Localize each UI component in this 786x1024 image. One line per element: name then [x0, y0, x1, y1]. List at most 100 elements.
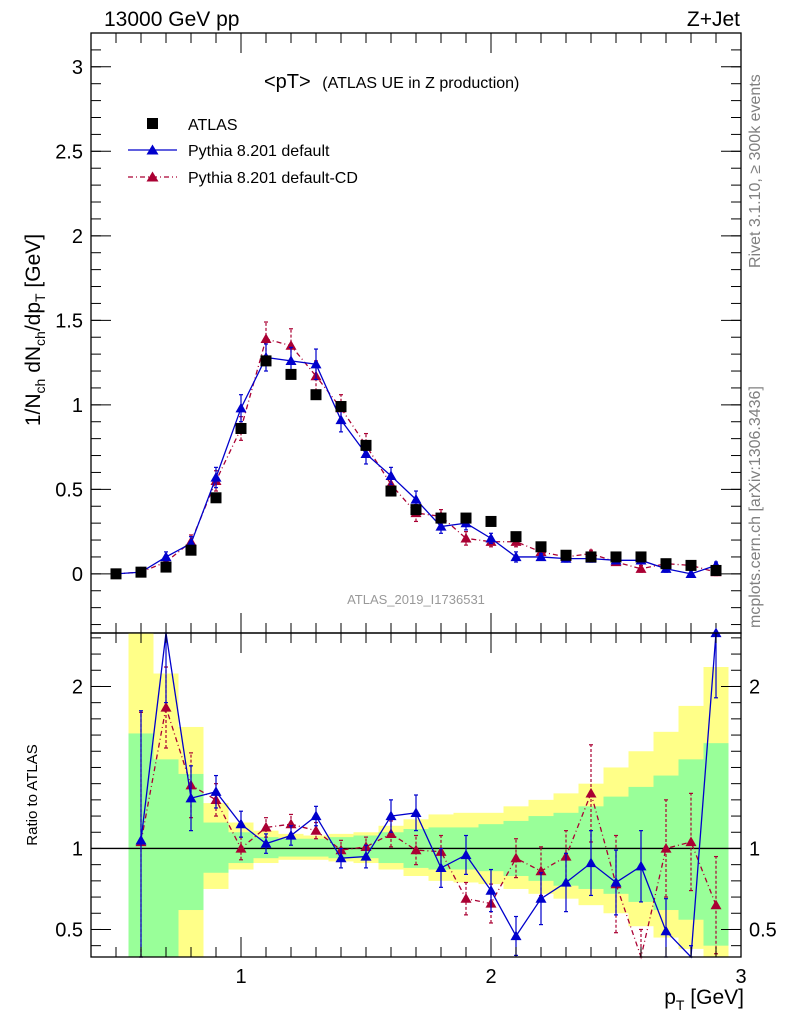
ratio-default-series-marker — [585, 857, 597, 868]
ratio-cd-series-marker — [460, 893, 472, 903]
default-series-marker — [435, 521, 447, 531]
atlas-marker — [635, 551, 647, 563]
atlas-marker — [310, 389, 322, 401]
atlas-marker — [660, 558, 672, 570]
x-axis-label: pT [GeV] — [664, 986, 744, 1013]
ratio-default-series-marker — [485, 885, 497, 895]
ratio-default-series-marker — [235, 818, 247, 829]
main-y-tick-label: 0.5 — [55, 479, 83, 501]
ratio-default-series-marker — [460, 849, 472, 860]
ratio-default-series-marker — [135, 834, 147, 845]
atlas-marker — [560, 549, 572, 561]
legend-marker-atlas — [147, 118, 158, 129]
ratio-default-series-marker — [660, 925, 672, 936]
atlas-marker — [510, 531, 522, 543]
ratio-default-series-marker — [360, 851, 372, 861]
legend-marker-default — [146, 144, 159, 155]
atlas-marker — [535, 541, 547, 553]
ratio-band-green — [703, 743, 729, 946]
default-series-marker — [485, 532, 497, 543]
main-y-axis-label: 1/Nch dNch/dpT [GeV] — [22, 234, 48, 426]
atlas-marker — [435, 512, 447, 524]
ratio-cd-series-marker — [160, 702, 172, 712]
cd-series-line — [115, 338, 717, 575]
default-series-line — [115, 356, 717, 575]
legend-label-cd: Pythia 8.201 default-CD — [188, 170, 358, 187]
ratio-cd-series-marker — [385, 828, 397, 839]
atlas-marker — [235, 422, 247, 434]
ratio-default-series-marker — [535, 893, 547, 903]
atlas-marker — [610, 551, 622, 563]
ratio-default-series-marker — [510, 930, 522, 941]
ratio-band-green — [153, 759, 179, 957]
cd-series-marker — [460, 532, 472, 543]
ratio-y-axis-label: Ratio to ATLAS — [24, 744, 41, 845]
ratio-cd-series-line — [140, 707, 717, 960]
legend-marker-cd — [146, 171, 159, 182]
ratio-y-tick-label: 2 — [72, 676, 83, 698]
atlas-marker — [185, 544, 197, 556]
ratio-default-series-marker — [385, 810, 397, 821]
default-series-marker — [360, 448, 372, 458]
ratio-y-tick-label-right: 0.5 — [749, 919, 777, 941]
header-left: 13000 GeV pp — [104, 8, 239, 31]
default-series-marker — [535, 551, 547, 562]
ratio-y-tick-label-right: 1 — [749, 838, 760, 860]
default-series-marker — [385, 470, 397, 480]
ratio-band-green — [203, 822, 229, 873]
legend-label-default: Pythia 8.201 default — [188, 143, 330, 160]
atlas-marker — [110, 568, 122, 580]
ratio-default-series-marker — [185, 792, 197, 803]
ratio-cd-series-marker — [585, 787, 597, 798]
ratio-default-series-marker — [335, 852, 347, 863]
side-label-top: Rivet 3.1.10, ≥ 300k events — [747, 74, 764, 268]
ratio-default-series-marker — [310, 810, 322, 821]
legend-label-atlas: ATLAS — [188, 117, 238, 134]
main-y-tick-label: 0 — [72, 564, 83, 586]
chart-title: <pT> (ATLAS UE in Z production) — [264, 71, 519, 93]
default-series-marker — [285, 355, 297, 366]
atlas-marker — [460, 512, 472, 524]
ratio-band-green — [478, 824, 504, 872]
ratio-cd-series-marker — [510, 852, 522, 863]
default-series-marker — [235, 402, 247, 413]
ratio-y-tick-label: 1 — [72, 838, 83, 860]
ratio-default-series-marker — [285, 830, 297, 840]
atlas-marker — [710, 564, 722, 576]
ratio-cd-series-marker — [410, 844, 422, 855]
atlas-marker — [585, 551, 597, 563]
atlas-marker — [160, 561, 172, 573]
atlas-marker — [210, 492, 222, 504]
default-series-marker — [510, 551, 522, 562]
ratio-default-series-marker — [560, 876, 572, 887]
atlas-marker — [485, 515, 497, 527]
ratio-default-series-marker — [435, 862, 447, 873]
chart-title-main: <pT> — [264, 71, 311, 93]
cd-series-marker — [260, 333, 272, 344]
ratio-default-series-marker — [710, 627, 722, 638]
ratio-default-series-marker — [210, 786, 222, 796]
ratio-band-green — [653, 775, 679, 911]
atlas-marker — [135, 566, 147, 578]
x-tick-label: 2 — [485, 966, 496, 988]
ratio-y-tick-label-right: 2 — [749, 676, 760, 698]
atlas-marker — [260, 355, 272, 367]
chart-subtitle: (ATLAS UE in Z production) — [322, 75, 519, 92]
main-y-tick-label: 3 — [72, 57, 83, 79]
atlas-marker — [410, 504, 422, 516]
ratio-band-green — [278, 838, 304, 857]
ratio-default-series-marker — [260, 838, 272, 848]
cd-series-marker — [285, 340, 297, 350]
default-series-marker — [160, 551, 172, 562]
ratio-cd-series-marker — [260, 821, 272, 832]
ratio-cd-series-marker — [235, 842, 247, 853]
side-label-bottom: mcplots.cern.ch [arXiv:1306.3436] — [747, 386, 764, 628]
default-series-marker — [210, 472, 222, 482]
ratio-cd-series-marker — [310, 825, 322, 835]
atlas-marker — [685, 559, 697, 571]
main-y-tick-label: 1 — [72, 395, 83, 417]
ratio-cd-series-marker — [660, 842, 672, 853]
ratio-default-series-line — [140, 632, 717, 959]
header-right: Z+Jet — [687, 8, 740, 31]
